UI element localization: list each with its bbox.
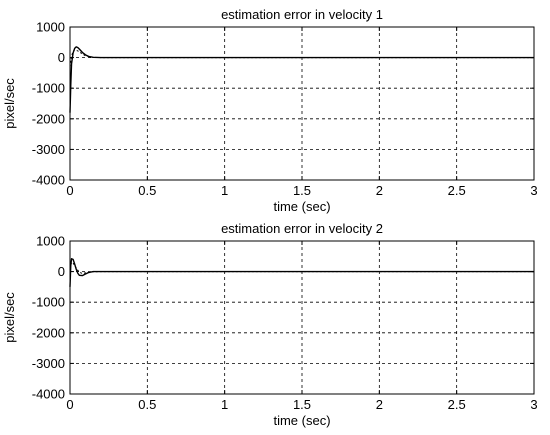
y-tick-label: 1000 xyxy=(36,20,65,35)
x-tick-label: 0.5 xyxy=(138,397,156,412)
y-axis-label: pixel/sec xyxy=(2,78,17,129)
x-tick-label: 0 xyxy=(66,397,73,412)
x-tick-label: 1.5 xyxy=(293,397,311,412)
series-line-1 xyxy=(69,258,534,287)
y-tick-label: -2000 xyxy=(32,111,65,126)
x-tick-label: 1 xyxy=(221,183,228,198)
y-tick-label: -2000 xyxy=(32,325,65,340)
x-tick-label: 0 xyxy=(66,183,73,198)
x-tick-label: 3 xyxy=(530,183,537,198)
y-tick-label: 0 xyxy=(58,264,65,279)
x-axis-label: time (sec) xyxy=(273,199,330,214)
x-axis-label: time (sec) xyxy=(273,413,330,428)
y-tick-label: -1000 xyxy=(32,81,65,96)
series-line-1 xyxy=(69,46,534,113)
chart-1: estimation error in velocity 1 0 0.5 1 1.5 2 2… xyxy=(2,7,538,214)
y-axis-label: pixel/sec xyxy=(2,292,17,343)
series-line-2 xyxy=(69,261,534,274)
chart-2: estimation error in velocity 2 0 0.5 1 1.5 2 2… xyxy=(2,221,538,428)
chart-title: estimation error in velocity 2 xyxy=(221,221,383,236)
x-tick-label: 2 xyxy=(376,397,383,412)
y-tick-label: 0 xyxy=(58,50,65,65)
x-tick-label: 2 xyxy=(376,183,383,198)
x-tick-label: 0.5 xyxy=(138,183,156,198)
x-tick-label: 2.5 xyxy=(448,397,466,412)
y-tick-label: -3000 xyxy=(32,356,65,371)
y-tick-label: -1000 xyxy=(32,295,65,310)
y-tick-label: -4000 xyxy=(32,173,65,188)
plot-area xyxy=(69,240,535,395)
y-tick-label: -3000 xyxy=(32,142,65,157)
y-tick-label: 1000 xyxy=(36,234,65,249)
x-tick-label: 2.5 xyxy=(448,183,466,198)
series-line-2 xyxy=(69,49,534,67)
x-tick-label: 1.5 xyxy=(293,183,311,198)
chart-title: estimation error in velocity 1 xyxy=(221,7,383,22)
x-tick-label: 1 xyxy=(221,397,228,412)
y-tick-label: -4000 xyxy=(32,387,65,402)
plot-area xyxy=(69,26,535,181)
x-tick-label: 3 xyxy=(530,397,537,412)
